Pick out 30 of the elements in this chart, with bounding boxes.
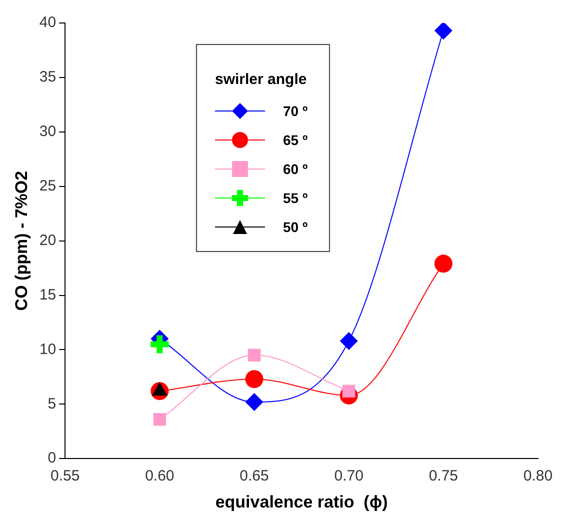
point [248, 348, 261, 362]
x-tick-label: 0.75 [428, 468, 458, 485]
x-axis-title: equivalence ratio (ϕ) [215, 492, 388, 512]
x-tick-label: 0.65 [240, 468, 269, 485]
point [434, 254, 452, 273]
point [245, 392, 264, 411]
legend-label: 55 º [283, 190, 308, 206]
y-tick-label: 15 [39, 286, 56, 304]
x-tick-label: 0.55 [50, 468, 80, 485]
legend-title: swirler angle [215, 71, 308, 88]
legend-label: 65 º [283, 132, 308, 148]
y-tick-label: 5 [48, 395, 56, 412]
point [434, 23, 452, 40]
legend-label: 50 º [283, 218, 308, 234]
y-tick-label: 30 [39, 123, 56, 140]
legend-label: 60 º [283, 160, 308, 176]
y-tick-label: 35 [39, 68, 56, 86]
x-tick-label: 0.60 [145, 468, 174, 485]
y-tick-label: 20 [39, 232, 56, 249]
y-tick-label: 10 [39, 340, 56, 358]
point [153, 413, 166, 426]
x-tick-label: 0.70 [334, 468, 364, 485]
point [245, 370, 264, 388]
y-tick-label: 0 [48, 450, 56, 467]
y-axis-title: CO (ppm) - 7%O2 [12, 170, 31, 311]
point [340, 332, 358, 350]
legend-label: 70 º [283, 102, 308, 118]
y-tick-label: 25 [39, 177, 56, 194]
x-tick-label: 0.80 [523, 468, 553, 485]
y-tick-label: 40 [39, 14, 56, 32]
